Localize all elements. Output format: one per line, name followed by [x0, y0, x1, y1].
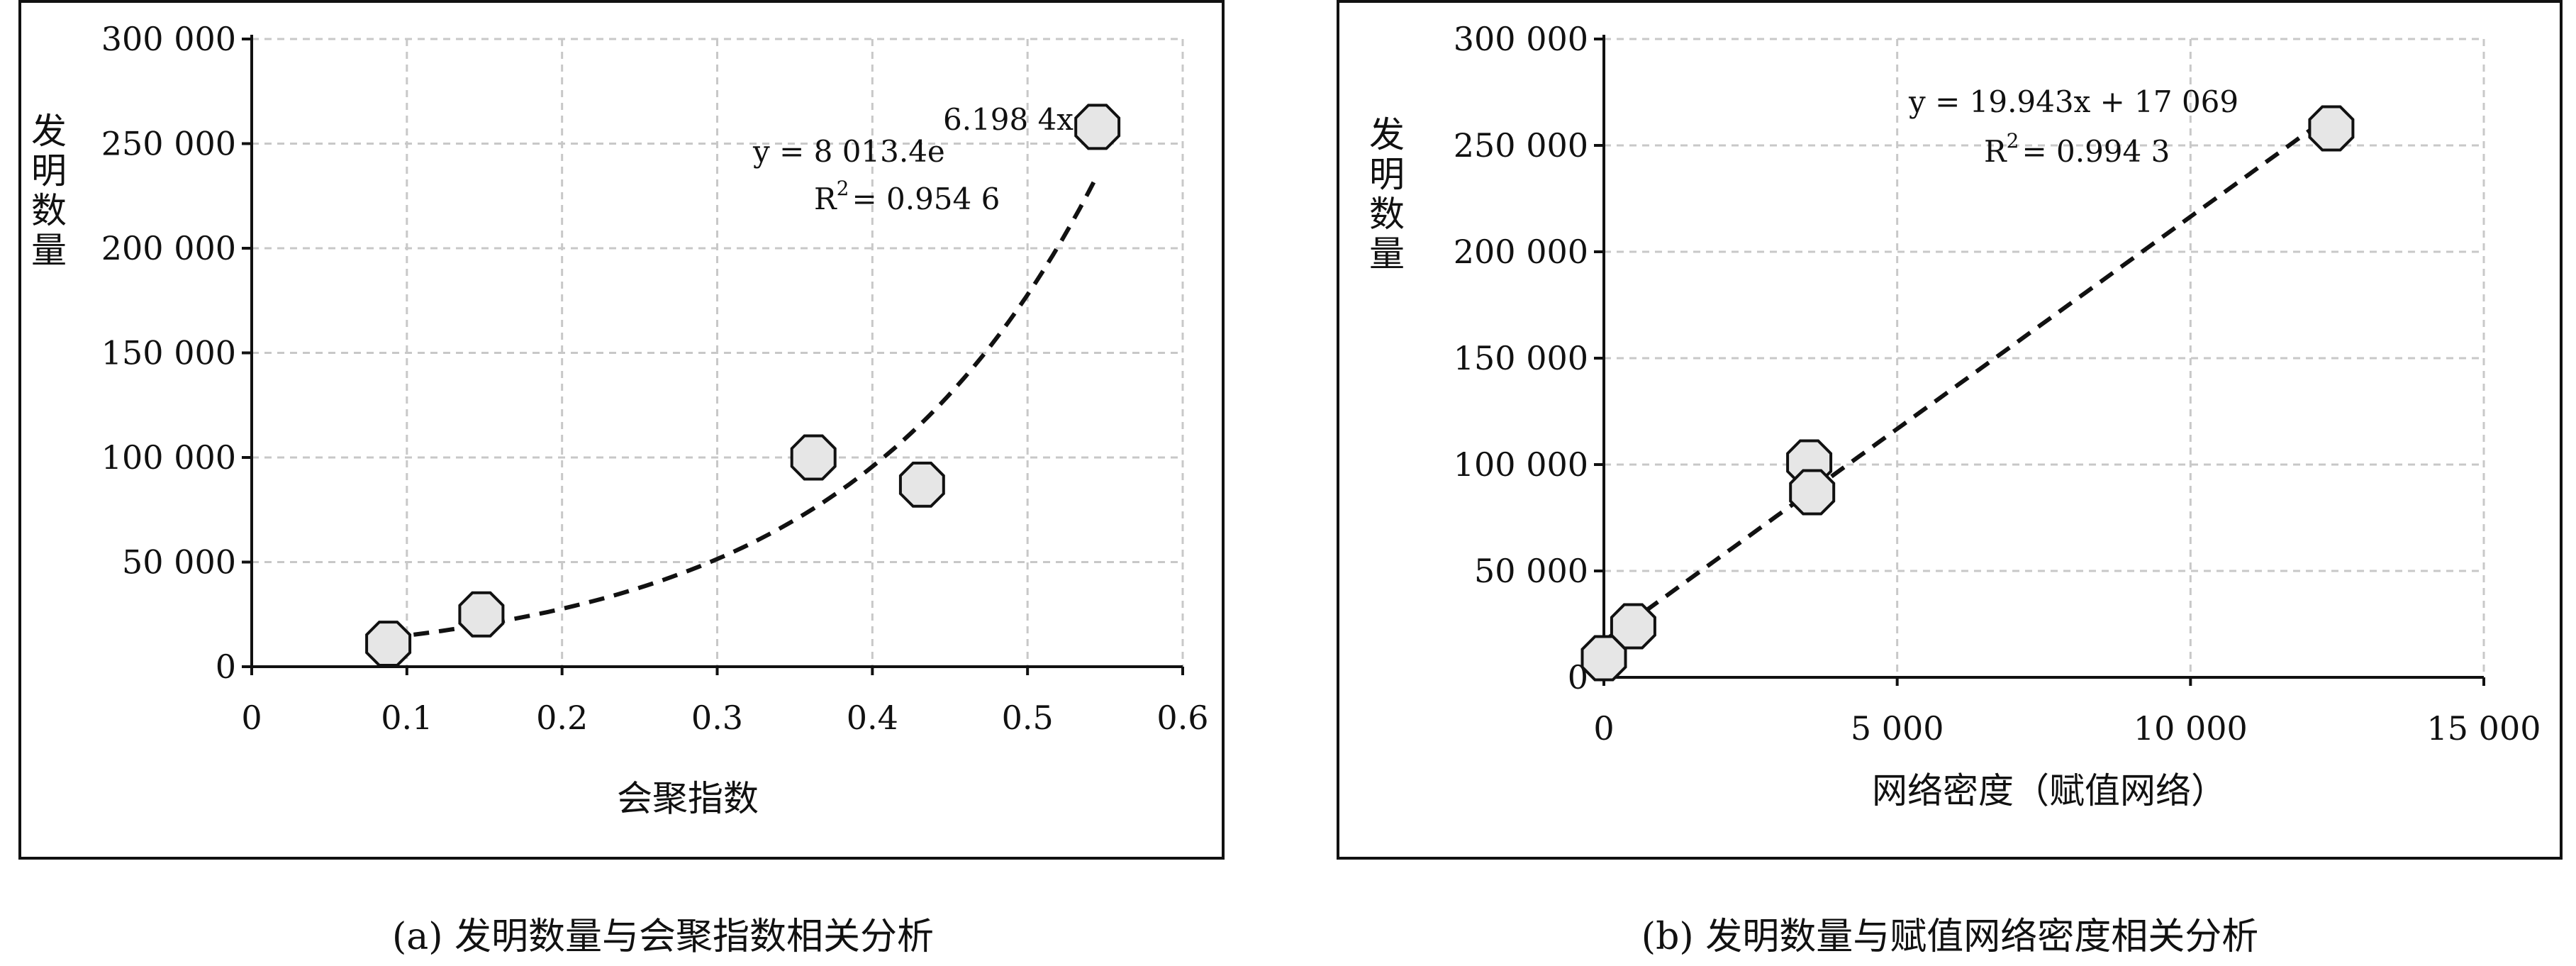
- x-tick-label: 0.6: [1156, 699, 1208, 737]
- data-point: [898, 461, 945, 508]
- y-tick-label: 300 000: [1454, 20, 1588, 58]
- y-axis-title: 发明数量: [1364, 116, 1405, 274]
- y-tick-label: 150 000: [101, 334, 236, 372]
- y-tick-label: 100 000: [1454, 445, 1588, 484]
- chart-frame: [1337, 0, 2563, 860]
- y-tick-label: 50 000: [122, 543, 236, 582]
- y-tick-label: 0: [216, 648, 236, 686]
- data-point: [790, 434, 837, 481]
- panel-caption: (a) 发明数量与会聚指数相关分析: [392, 916, 934, 958]
- trend-equation: y = 19.943x + 17 069: [1908, 84, 2238, 119]
- panel-caption: (b) 发明数量与赋值网络密度相关分析: [1641, 916, 2258, 958]
- x-tick-label: 0: [1593, 709, 1614, 748]
- y-tick-label: 200 000: [1454, 233, 1588, 271]
- trendline: [388, 174, 1100, 640]
- y-tick-label: 200 000: [101, 229, 236, 267]
- y-tick-label: 100 000: [101, 438, 236, 477]
- y-tick-label: 50 000: [1474, 552, 1588, 590]
- x-axis-title: 会聚指数: [617, 778, 759, 819]
- panel-a-chart: 0 50 000 100 000 150 000 200 000 250 000 300 0…: [18, 0, 1225, 958]
- r-squared-value: = 0.954 6: [852, 182, 1000, 216]
- r-squared: R2= 0.954 6: [814, 177, 1000, 216]
- x-tick-label: 5 000: [1851, 709, 1944, 748]
- x-tick-label: 10 000: [2134, 709, 2248, 748]
- r-squared-superscript: 2: [2007, 129, 2019, 152]
- data-point: [365, 621, 412, 667]
- y-tick-label: 300 000: [101, 20, 236, 58]
- x-axis-title: 网络密度（赋值网络）: [1872, 770, 2226, 811]
- x-tick-label: 15 000: [2427, 709, 2541, 748]
- r-squared-prefix: R: [814, 182, 837, 216]
- data-point: [1074, 104, 1121, 150]
- data-point: [1789, 469, 1836, 516]
- data-point: [2308, 105, 2355, 152]
- panel-b-chart: 0 50 000 100 000 150 000 200 000 250 000 300 0…: [1337, 0, 2563, 958]
- r-squared-prefix: R: [1984, 134, 2007, 169]
- trend-equation: y = 8 013.4e: [752, 134, 945, 169]
- data-point: [458, 591, 505, 638]
- y-tick-label: 250 000: [101, 125, 236, 163]
- data-point: [1610, 603, 1656, 650]
- y-tick-label: 150 000: [1454, 339, 1588, 377]
- r-squared-value: = 0.994 3: [2022, 134, 2170, 169]
- r-squared-superscript: 2: [837, 177, 849, 200]
- r-squared: R2= 0.994 3: [1984, 129, 2170, 169]
- x-tick-label: 0.1: [381, 699, 433, 737]
- x-tick-label: 0.4: [847, 699, 898, 737]
- x-tick-label: 0.3: [691, 699, 743, 737]
- x-tick-label: 0: [241, 699, 262, 737]
- y-axis-title: 发明数量: [26, 112, 67, 271]
- x-tick-label: 0.5: [1002, 699, 1054, 737]
- trend-equation-exponent: 6.198 4x: [943, 102, 1074, 137]
- trendline: [1602, 113, 2333, 643]
- y-tick-label: 250 000: [1454, 126, 1588, 165]
- x-tick-label: 0.2: [536, 699, 588, 737]
- chart-frame: [18, 0, 1225, 860]
